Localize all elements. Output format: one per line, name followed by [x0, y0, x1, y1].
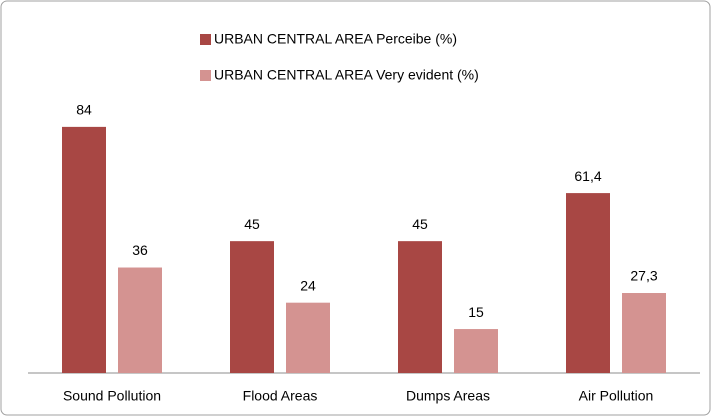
data-label: 45: [244, 216, 260, 232]
bar: [230, 241, 274, 373]
bar: [118, 267, 162, 373]
bar: [286, 302, 330, 373]
bar: [566, 193, 610, 373]
legend-label: URBAN CENTRAL AREA Very evident (%): [214, 67, 479, 83]
data-label: 27,3: [630, 268, 657, 284]
x-tick-label: Flood Areas: [243, 388, 318, 404]
bar: [398, 241, 442, 373]
data-label: 84: [76, 102, 92, 118]
data-label: 61,4: [574, 168, 601, 184]
legend-swatch: [200, 34, 211, 45]
legend-label: URBAN CENTRAL AREA Perceibe (%): [214, 31, 457, 47]
bar: [62, 126, 106, 373]
bar: [454, 329, 498, 373]
bar: [622, 293, 666, 373]
x-tick-label: Air Pollution: [579, 388, 654, 404]
legend-swatch: [200, 70, 211, 81]
x-tick-label: Sound Pollution: [63, 388, 161, 404]
data-label: 36: [132, 242, 148, 258]
data-label: 24: [300, 277, 316, 293]
data-label: 15: [468, 304, 484, 320]
x-tick-label: Dumps Areas: [406, 388, 490, 404]
data-label: 45: [412, 216, 428, 232]
